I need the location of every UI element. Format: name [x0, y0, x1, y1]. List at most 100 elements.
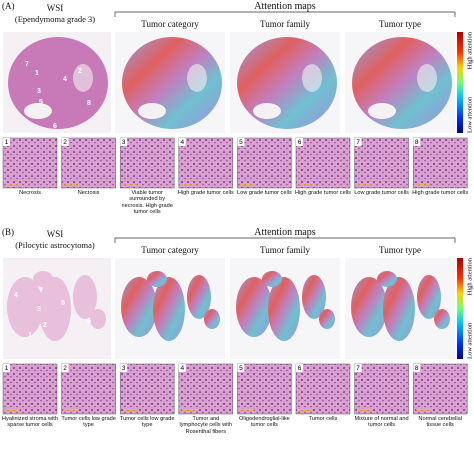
tissue-hole: [302, 64, 322, 92]
scale-bar: [123, 409, 138, 411]
scale-bar: [181, 409, 196, 411]
patch-caption: Mixture of normal and tumor cells: [354, 416, 409, 429]
region-label: 1: [35, 70, 39, 77]
images: 1 2 3 4 5 6 7 8: [3, 32, 455, 133]
colorbar-low: Low attention: [466, 322, 473, 359]
patch-number: 2: [63, 365, 67, 372]
patch-number-box: [237, 364, 245, 372]
patch-number: 4: [180, 139, 184, 146]
map-title: Tumor type: [379, 19, 421, 29]
scale-bar: [64, 183, 79, 185]
tissue: [147, 271, 167, 287]
patch-caption: Necrosis: [19, 190, 41, 196]
patch-number: 6: [298, 139, 302, 146]
tissue: [268, 277, 300, 341]
patch-number: 5: [239, 139, 243, 146]
map-title: Tumor category: [141, 19, 199, 29]
patch-image: [2, 137, 58, 189]
scale-bar: [6, 409, 20, 411]
scale-bar: [299, 409, 313, 411]
scale-bar: [416, 183, 431, 185]
scale-bar: [240, 183, 255, 185]
tissue: [351, 277, 387, 337]
patch-number-box: [3, 138, 10, 146]
tissue: [187, 275, 211, 319]
patch-number-box: [120, 364, 128, 372]
patch-number-box: [61, 138, 69, 146]
patch-number-box: [413, 364, 421, 372]
tissue: [7, 277, 43, 337]
patch-number: 3: [122, 365, 126, 372]
patch-caption: Tumor cells: [308, 416, 338, 422]
patch-number: 7: [356, 139, 360, 146]
bracket: [114, 11, 456, 17]
patch-number-box: [413, 138, 421, 146]
wsi-title: WSI: [46, 229, 64, 239]
patch-caption: Tumor cells low grade type: [119, 416, 175, 429]
wsi-subtitle: (Ependymoma grade 3): [14, 14, 96, 24]
panel-label: (B): [2, 227, 14, 237]
patch-number-box: [120, 138, 128, 146]
patch-image: [237, 137, 292, 189]
region-label: 3: [37, 306, 41, 313]
patch-number-box: [354, 364, 362, 372]
colorbar: [457, 258, 463, 359]
patch-caption: Low grade tumor cells: [237, 190, 292, 196]
patch-caption: Low grade tumor cells: [354, 190, 409, 196]
patch-number-box: [296, 138, 303, 146]
tissue: [236, 277, 272, 337]
tissue: [383, 277, 415, 341]
tissue: [319, 309, 335, 329]
region-label: 4: [14, 292, 18, 299]
tissue: [434, 309, 450, 329]
patch-number-box: [296, 364, 303, 372]
tissue: [121, 277, 157, 337]
patch-number: 4: [180, 365, 184, 372]
scale-bar: [123, 183, 138, 185]
region-label: 7: [25, 61, 29, 68]
tissue: [153, 277, 185, 341]
patch-number-box: [354, 138, 362, 146]
region-label: 6: [87, 318, 91, 325]
tissue: [122, 37, 222, 129]
patch-caption: High grade tumor cells: [177, 190, 234, 196]
patch-number: 3: [122, 139, 126, 146]
patch-number: 2: [63, 139, 67, 146]
tissue-hole: [253, 103, 281, 119]
patch-caption: Tumor and lymphocyte cells with Rosentha…: [179, 416, 233, 435]
patch-number-box: [178, 364, 186, 372]
scale-bar: [357, 183, 372, 185]
scale-bar: [181, 183, 196, 185]
tissue: [33, 271, 53, 287]
patch-number-box: [3, 364, 10, 372]
patch-caption: High grade tumor cells: [412, 190, 469, 196]
patch-caption: Normal cerebellal tissue cells: [418, 416, 462, 429]
colorbar-high: High attention: [466, 257, 473, 295]
patch-number-box: [237, 138, 245, 146]
patch-caption: High grade tumor cells: [295, 190, 351, 196]
bracket: [114, 237, 456, 243]
scale-bar: [416, 409, 431, 411]
tissue-hole: [187, 64, 207, 92]
tissue: [262, 271, 282, 287]
patch-image: [354, 363, 409, 415]
patch-number-box: [178, 138, 186, 146]
tissue: [204, 309, 220, 329]
patch-number: 5: [239, 365, 243, 372]
region-label: 4: [63, 76, 67, 83]
map-title: Tumor category: [141, 245, 199, 255]
images: 1 2 3 4 5 6: [3, 258, 455, 359]
patch-image: [237, 363, 292, 415]
patch-image: [412, 137, 468, 189]
patch-image: [354, 137, 409, 189]
region-label: 6: [53, 123, 57, 130]
colorbar-high: High attention: [466, 31, 473, 69]
region-label: 2: [78, 68, 82, 75]
region-label: 8: [87, 100, 91, 107]
tissue: [8, 37, 108, 129]
patch-image: [119, 137, 175, 189]
patch-caption: Viable tumor surrounded by necrosis. Hig…: [121, 190, 173, 216]
patch-image: [295, 137, 351, 189]
scale-bar: [240, 409, 255, 411]
tissue: [39, 277, 71, 341]
